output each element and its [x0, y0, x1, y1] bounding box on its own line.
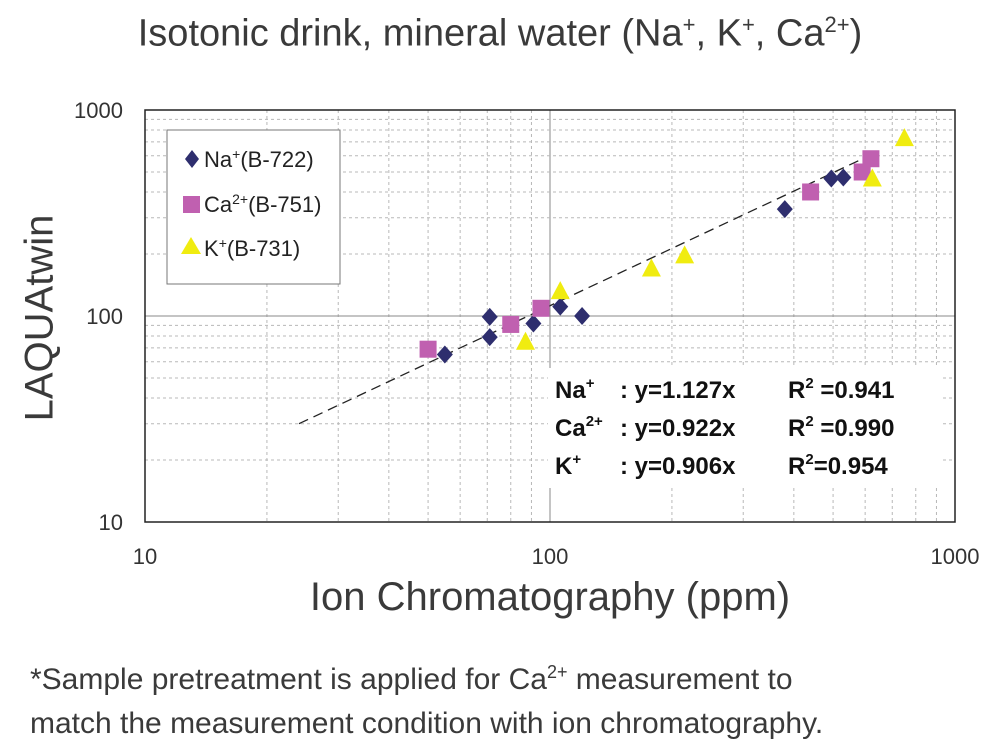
data-point-na: [525, 314, 542, 333]
chart-title: Isotonic drink, mineral water (Na+, K+, …: [137, 12, 863, 55]
data-point-ca: [419, 340, 437, 358]
equations: Na+: y=1.127x R2 =0.941 Ca2+: y=0.922x R2 …: [548, 368, 943, 488]
legend-label-ca: Ca2+(B-751): [204, 191, 321, 217]
data-point-k: [516, 331, 536, 350]
tick-labels: 10 100 1000 10 100 1000: [74, 98, 979, 569]
data-point-na: [574, 307, 591, 325]
data-point-k: [641, 258, 661, 277]
data-point-na: [776, 200, 793, 219]
legend-marker-na: [185, 150, 199, 168]
equation-na: Na+: y=1.127x R2 =0.941: [555, 375, 894, 404]
legend-marker-k: [181, 237, 201, 254]
footnote: *Sample pretreatment is applied for Ca2+…: [30, 650, 990, 746]
data-points: [419, 128, 914, 364]
data-point-na: [835, 168, 852, 187]
y-tick-label: 1000: [74, 98, 123, 123]
footnote-line-1: *Sample pretreatment is applied for Ca2+…: [30, 662, 793, 696]
data-point-ca: [802, 183, 820, 201]
data-point-ca: [502, 315, 520, 333]
data-point-ca: [853, 163, 871, 181]
fit-line: [298, 153, 873, 425]
data-point-k: [894, 128, 914, 147]
data-point-na: [823, 169, 840, 188]
legend-label-k: K+(B-731): [204, 235, 300, 261]
equation-k: K+: y=0.906x R2=0.954: [555, 451, 888, 480]
data-point-na: [436, 345, 453, 364]
x-tick-label: 1000: [931, 544, 980, 569]
data-point-ca: [532, 299, 550, 317]
y-tick-label: 10: [99, 510, 123, 535]
footnote-line-2: match the measurement condition with ion…: [30, 707, 824, 740]
data-point-k: [862, 168, 882, 187]
data-point-na: [481, 328, 498, 347]
data-point-k: [550, 281, 570, 300]
data-point-na: [481, 307, 498, 326]
legend-label-na: Na+(B-722): [204, 146, 314, 172]
plot-frame: [144, 109, 956, 523]
legend-marker-ca: [183, 196, 200, 213]
data-point-k: [675, 245, 695, 264]
x-tick-label: 100: [532, 544, 569, 569]
data-point-ca: [862, 150, 880, 168]
fit-line-group: [298, 153, 873, 425]
x-tick-label: 10: [133, 544, 157, 569]
y-axis-label: LAQUAtwin: [17, 214, 62, 422]
y-tick-label: 100: [86, 304, 123, 329]
x-axis-label: Ion Chromatography (ppm): [309, 575, 791, 619]
equations-box: [548, 368, 943, 488]
data-point-na: [552, 297, 569, 316]
equation-ca: Ca2+: y=0.922x R2 =0.990: [555, 413, 894, 442]
legend: Na+(B-722) Ca2+(B-751) K+(B-731): [166, 129, 341, 285]
